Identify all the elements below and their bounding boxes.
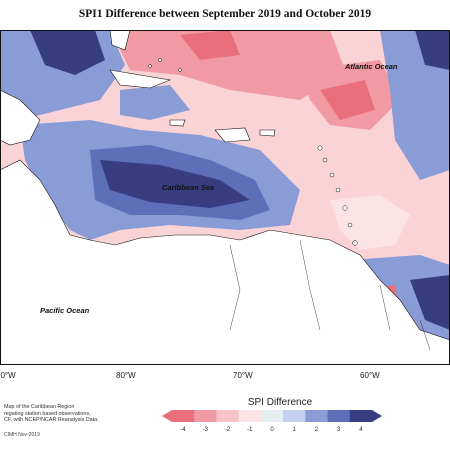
label-caribbean: Caribbean Sea xyxy=(162,183,214,192)
map-title: SPI1 Difference between September 2019 a… xyxy=(78,8,372,20)
credit-text: CIMH Nov-2019 xyxy=(4,432,40,438)
field-pale-east xyxy=(330,195,410,250)
field-darkblue-nw xyxy=(30,30,105,75)
legend-cell xyxy=(327,410,351,422)
legend-cell xyxy=(260,410,284,422)
legend-tick-label: 1 xyxy=(293,427,297,433)
legend-title: SPI Difference xyxy=(247,397,313,408)
legend-arrow-low xyxy=(162,410,172,422)
spi-map-svg: Atlantic Ocean Caribbean Sea Pacific Oce… xyxy=(0,30,450,365)
lon-label-70w: 70°W xyxy=(233,371,253,380)
land-south-america xyxy=(0,159,450,365)
legend-colorbar: -4 -3 -2 -1 0 1 2 3 4 xyxy=(162,410,382,433)
legend-tick-label: -4 xyxy=(180,427,186,433)
field-red-north xyxy=(110,30,345,100)
legend-tick-label: 4 xyxy=(359,427,363,433)
land-cuba xyxy=(109,69,172,89)
note-line: Map of the Caribbean Region xyxy=(4,404,75,410)
legend-cell xyxy=(172,410,195,422)
land-florida xyxy=(109,30,131,51)
field-red-core xyxy=(180,30,240,60)
spi-map: Atlantic Ocean Caribbean Sea Pacific Oce… xyxy=(0,30,450,365)
legend-tick-label: 3 xyxy=(337,427,341,433)
legend-tick-label: 0 xyxy=(270,427,274,433)
lon-label-80w: 80°W xyxy=(116,371,136,380)
country-borders xyxy=(229,239,431,351)
label-atlantic: Atlantic Ocean xyxy=(344,62,398,71)
field-red-core2 xyxy=(320,80,375,120)
legend-cell xyxy=(305,410,328,422)
field-darkblue-caribbean xyxy=(100,160,250,208)
note-line: regating station based observations, xyxy=(4,410,91,417)
legend-tick-label: -3 xyxy=(203,427,209,433)
lon-label-60w: 60°W xyxy=(360,371,380,380)
field-darkblue-se xyxy=(410,275,450,330)
field-blue-central xyxy=(120,85,190,120)
land-central-america-north xyxy=(0,89,41,146)
note-line: CF, with NCEP/NCAR Reanalysis Data. xyxy=(4,417,99,424)
legend-cell xyxy=(349,410,373,422)
legend-tick-label: 2 xyxy=(315,427,319,433)
legend-cell xyxy=(238,410,262,422)
map-notes: Map of the Caribbean Region regating sta… xyxy=(4,404,99,424)
legend-arrow-high xyxy=(372,410,382,422)
legend-tick-label: -1 xyxy=(247,427,253,433)
label-pacific: Pacific Ocean xyxy=(40,306,90,315)
legend-tick-label: -2 xyxy=(225,427,231,433)
lon-label-90w: 90°W xyxy=(0,371,16,380)
field-blue-ne xyxy=(380,30,450,180)
land-hispaniola xyxy=(214,127,251,143)
legend-cell xyxy=(194,410,217,422)
field-darkblue-ne xyxy=(415,30,450,70)
legend-cell xyxy=(283,410,306,422)
land-jamaica xyxy=(169,119,186,127)
land-puerto-rico xyxy=(259,129,276,137)
lesser-antilles xyxy=(148,58,358,246)
legend-cell xyxy=(216,410,239,422)
